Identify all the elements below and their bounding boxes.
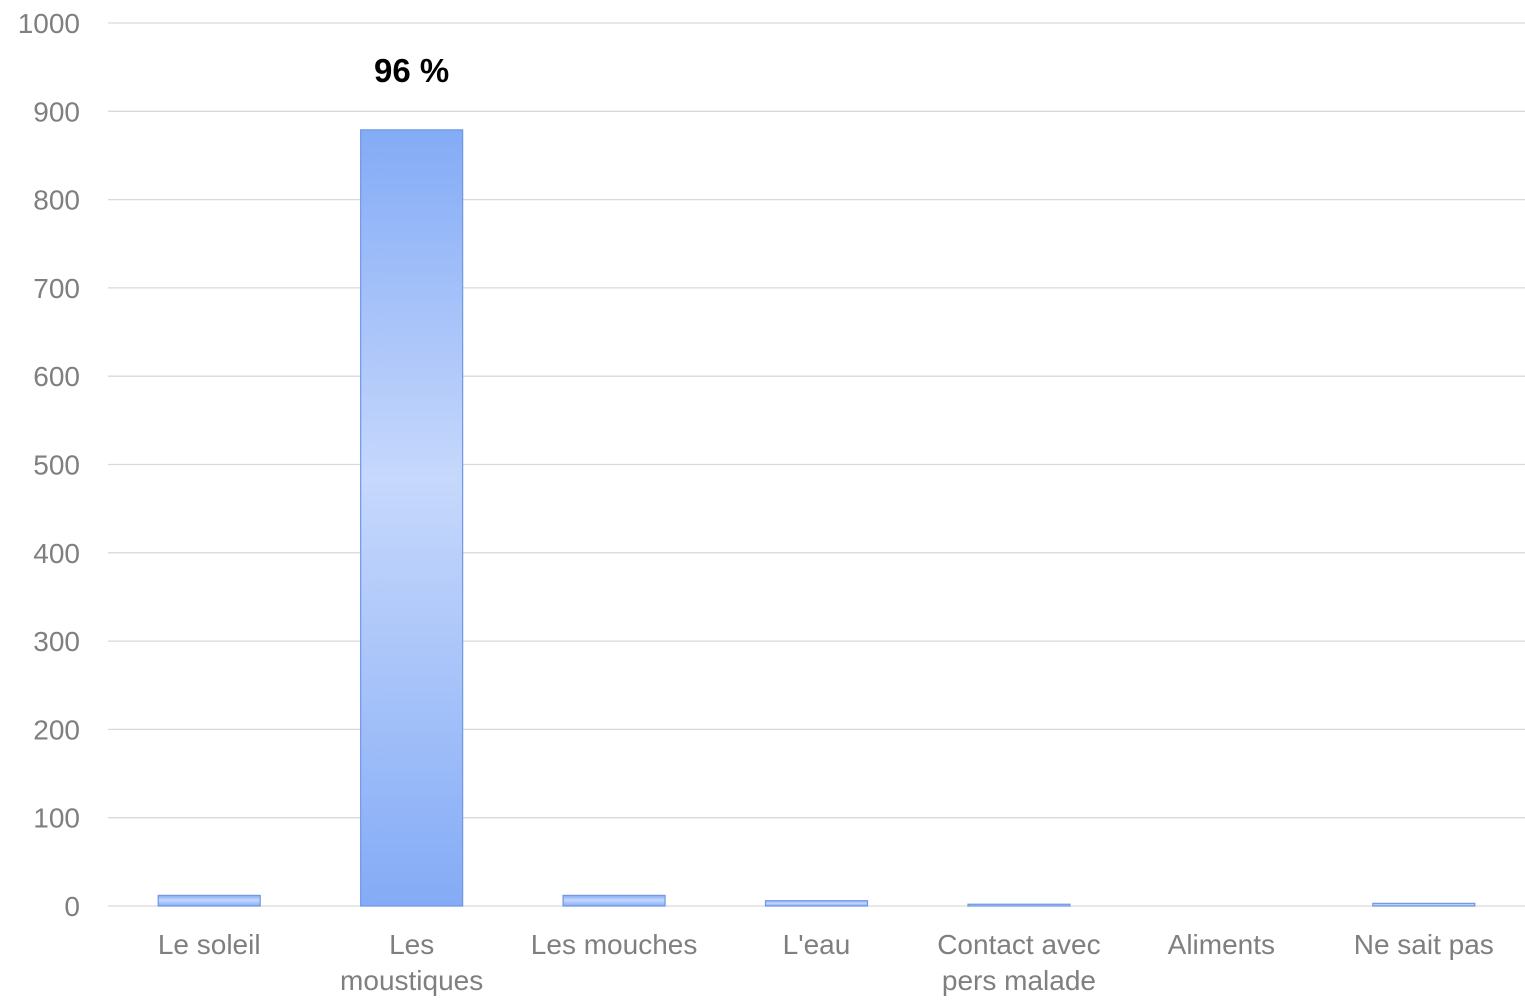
x-tick-label: Contact avec pers malade: [937, 929, 1100, 996]
bar: [562, 894, 666, 907]
y-tick-label: 300: [33, 626, 80, 657]
bar: [764, 900, 869, 907]
x-tick-label: Ne sait pas: [1354, 929, 1494, 960]
y-tick-label: 1000: [18, 8, 80, 39]
x-tick-label: L'eau: [783, 929, 851, 960]
x-tick-label: Aliments: [1168, 929, 1275, 960]
data-label: 96 %: [374, 52, 449, 89]
x-tick-label: Le soleil: [158, 929, 261, 960]
y-tick-label: 900: [33, 96, 80, 127]
y-tick-label: 800: [33, 185, 80, 216]
x-tick-label: Les moustiques: [340, 929, 483, 996]
y-tick-label: 100: [33, 803, 80, 834]
bar: [1372, 902, 1476, 907]
bar: [360, 129, 464, 907]
x-tick-label: Les mouches: [531, 929, 698, 960]
y-tick-label: 400: [33, 538, 80, 569]
y-tick-label: 700: [33, 273, 80, 304]
y-tick-label: 600: [33, 361, 80, 392]
y-tick-label: 200: [33, 714, 80, 745]
y-tick-label: 500: [33, 450, 80, 481]
bar: [157, 894, 261, 907]
bar: [967, 903, 1071, 907]
y-tick-label: 0: [64, 891, 80, 922]
